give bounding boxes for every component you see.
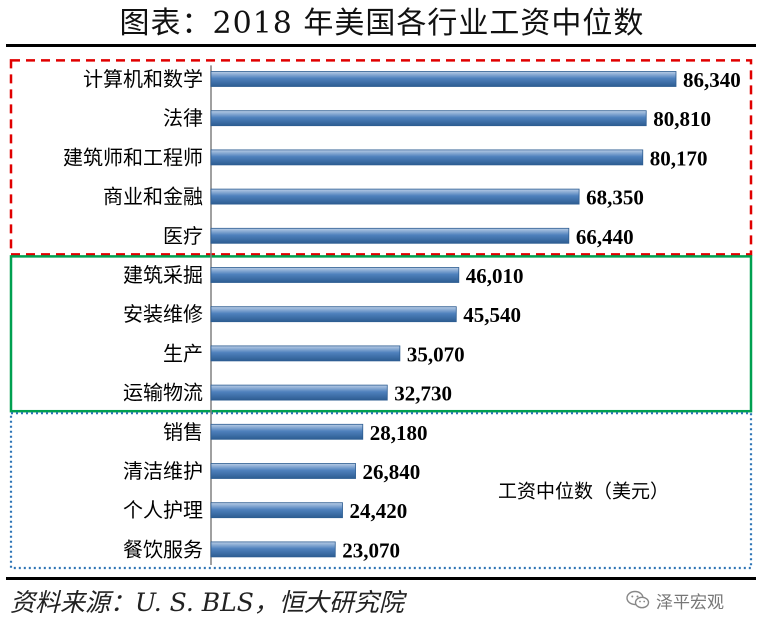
chart-title: 图表：2018 年美国各行业工资中位数 <box>119 6 645 41</box>
bar-12 <box>210 541 336 558</box>
title-rule <box>6 44 756 47</box>
value-label: 24,420 <box>350 499 408 523</box>
value-label: 45,540 <box>463 303 521 327</box>
series-unit-label: 工资中位数（美元） <box>498 481 669 503</box>
watermark-text: 泽平宏观 <box>656 592 724 613</box>
bar-7 <box>210 345 401 362</box>
category-label: 销售 <box>163 420 203 444</box>
category-label: 清洁维护 <box>123 459 203 483</box>
value-label: 28,180 <box>370 421 428 445</box>
value-label: 23,070 <box>342 538 400 562</box>
category-label: 运输物流 <box>123 381 203 405</box>
bar-1 <box>210 110 647 127</box>
category-label: 商业和金融 <box>103 185 203 209</box>
value-label: 86,340 <box>683 68 741 92</box>
category-label: 建筑采掘 <box>123 263 203 287</box>
bar-9 <box>210 423 364 440</box>
bar-6 <box>210 306 457 323</box>
category-label: 生产 <box>163 341 203 365</box>
value-label: 35,070 <box>407 342 465 366</box>
bars-layer <box>210 71 677 558</box>
value-label: 80,810 <box>653 107 711 131</box>
group-boxes <box>9 59 753 570</box>
bar-0 <box>210 71 677 87</box>
category-label: 餐饮服务 <box>123 537 203 561</box>
bar-11 <box>210 502 343 519</box>
category-label: 建筑师和工程师 <box>63 145 203 169</box>
value-label: 80,170 <box>650 146 708 170</box>
category-label: 医疗 <box>163 224 203 248</box>
bar-3 <box>210 188 580 205</box>
watermark: 泽平宏观 <box>626 587 758 613</box>
bar-8 <box>210 384 388 401</box>
group-box-high <box>9 59 753 256</box>
bar-5 <box>210 267 460 283</box>
bar-2 <box>210 149 644 166</box>
group-box-low <box>9 412 753 570</box>
value-label: 46,010 <box>466 264 524 288</box>
value-label: 68,350 <box>586 186 644 210</box>
value-label: 32,730 <box>394 382 452 406</box>
category-label: 法律 <box>163 106 203 130</box>
value-label: 26,840 <box>363 460 421 484</box>
category-label: 安装维修 <box>123 302 203 326</box>
category-label: 个人护理 <box>123 498 203 522</box>
category-labels: 计算机和数学法律建筑师和工程师商业和金融医疗建筑采掘安装维修生产运输物流销售清洁… <box>63 67 203 561</box>
wechat-icon <box>626 590 650 609</box>
bar-4 <box>210 227 570 244</box>
source-note: 资料来源：U. S. BLS，恒大研究院 <box>10 588 404 617</box>
source-rule <box>6 577 756 580</box>
value-label: 66,440 <box>576 225 634 249</box>
category-label: 计算机和数学 <box>83 67 203 91</box>
group-box-mid <box>9 255 753 413</box>
bar-10 <box>210 463 356 479</box>
